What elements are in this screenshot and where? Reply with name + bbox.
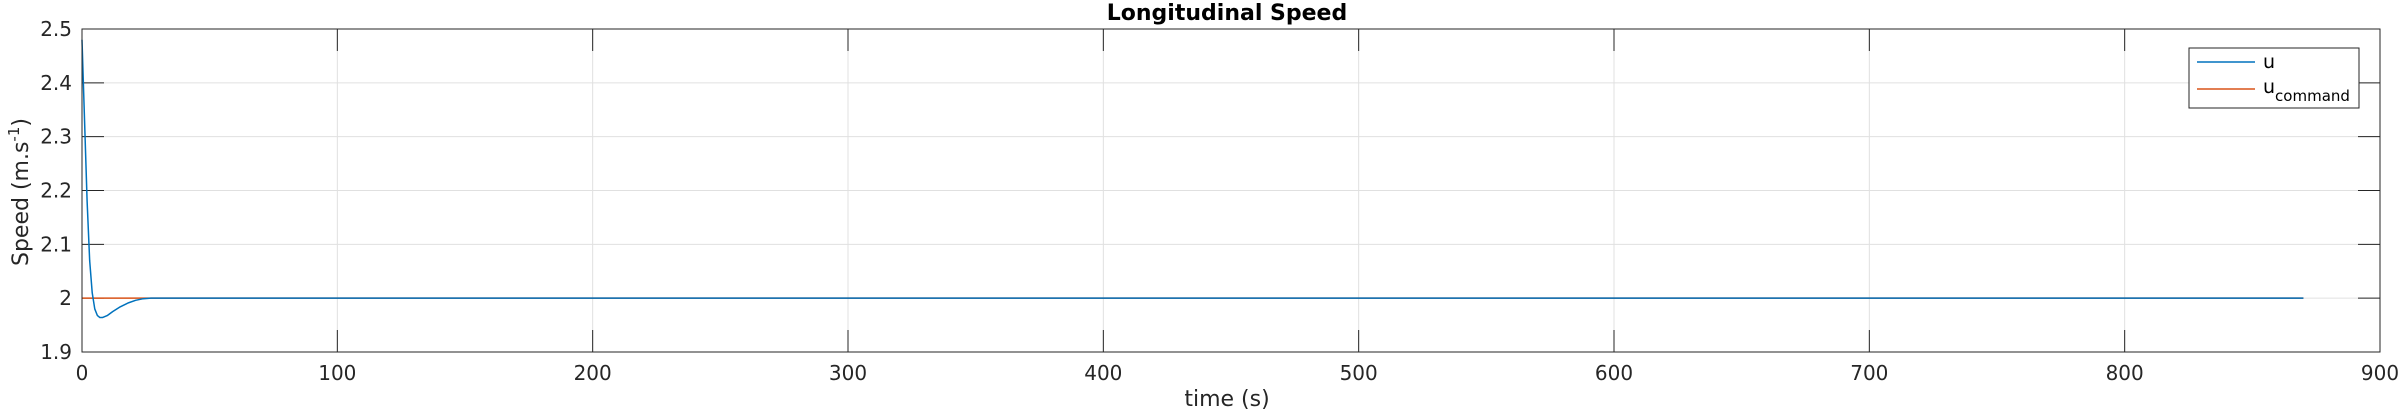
y-tick-labels: 1.9 2 2.1 2.2 2.3 2.4 2.5 [40,17,72,364]
x-tick-labels: 0 100 200 300 400 500 600 700 800 900 [76,361,2399,385]
axes-frame [81,28,2381,353]
y-axis-label-main: Speed (m.s [9,142,34,266]
legend-label-u-command-main: u [2263,76,2275,98]
x-tick-label: 500 [1340,361,1378,385]
y-axis-label-close: ) [9,118,34,127]
series-group [81,39,2304,319]
y-tick-label: 2.4 [40,71,72,95]
y-axis-label: Speed (m.s-1) [5,118,34,266]
y-tick-label: 2.3 [40,125,72,149]
x-tick-label: 800 [2106,361,2144,385]
y-axis-label-superscript: -1 [5,127,23,142]
x-tick-label: 600 [1595,361,1633,385]
chart-title: Longitudinal Speed [1107,1,1347,26]
x-tick-label: 900 [2361,361,2399,385]
y-tick-label: 1.9 [40,340,72,364]
x-tick-label: 300 [829,361,867,385]
legend-label-u: u [2263,51,2275,73]
x-axis-label: time (s) [1184,387,1269,412]
y-tick-label: 2 [59,286,72,310]
legend-label-u-command-subscript: command [2275,87,2350,105]
legend-label-u-command: ucommand [2263,76,2350,105]
y-tick-label: 2.2 [40,179,72,203]
y-tick-label: 2.1 [40,232,72,256]
x-tick-label: 700 [1850,361,1888,385]
y-tick-label: 2.5 [40,17,72,41]
legend-box [2188,47,2360,109]
series-line-u [81,39,2304,319]
x-tick-label: 100 [318,361,356,385]
x-tick-label: 200 [574,361,612,385]
x-tick-label: 400 [1084,361,1122,385]
x-tick-label: 0 [76,361,89,385]
legend: u ucommand [2188,47,2360,109]
